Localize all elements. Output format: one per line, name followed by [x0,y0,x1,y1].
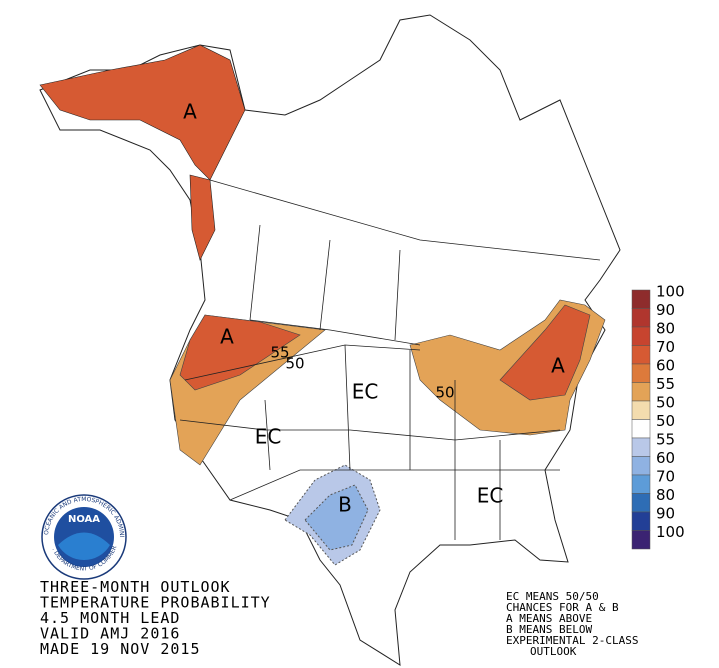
region-label: EC [255,425,282,449]
borders [179,179,601,540]
legend-swatch [631,363,651,383]
note-line: EC MEANS 50/50 [506,590,599,603]
contour-label: 50 [435,384,454,402]
contour-label: 55 [270,344,289,362]
legend-swatch [631,437,651,457]
note-line: OUTLOOK [530,645,577,658]
map-labels: A A A B EC EC EC 55 50 50 [183,100,565,517]
legend-swatch [631,289,651,309]
title-line: 4.5 MONTH LEAD [40,609,180,627]
legend-swatch [631,530,651,550]
legend-swatch [631,400,651,420]
legend-swatch [631,326,651,346]
title-line: VALID AMJ 2016 [40,625,180,643]
map [39,14,621,666]
contour-label: 50 [285,355,304,373]
title-line: THREE-MONTH OUTLOOK [40,578,231,596]
legend-label: 50 [656,412,675,430]
title-line: TEMPERATURE PROBABILITY [40,594,271,612]
coastline [39,14,621,666]
legend-label: 90 [656,505,675,523]
note-line: EXPERIMENTAL 2-CLASS [506,634,638,647]
logo-wave [58,532,110,561]
region-label: A [183,100,197,124]
legend-swatch [631,419,651,439]
legend-label: 55 [656,431,675,449]
legend-label: 80 [656,486,675,504]
legend-label: 80 [656,320,675,338]
region-label: A [220,325,234,349]
region-label: EC [352,380,379,404]
northwest-above-core [179,314,301,391]
legend-swatch [631,382,651,402]
legend-label: 100 [656,283,685,301]
logo-text: NOAA [68,514,100,525]
note-line: B MEANS BELOW [506,623,592,636]
legend-swatch [631,493,651,513]
title-line: MADE 19 NOV 2015 [40,640,201,658]
southwest-below-core [304,484,369,551]
legend-label: 60 [656,357,675,375]
region-label: B [338,493,352,517]
legend-label: 100 [656,523,685,541]
legend-swatch [631,345,651,365]
legend-label: 70 [656,338,675,356]
legend-swatch [631,474,651,494]
note-line: CHANCES FOR A & B [506,601,619,614]
legend-swatch [631,456,651,476]
legend-label: 50 [656,394,675,412]
region-label: EC [477,484,504,508]
northeast-above-core [499,304,591,401]
legend-label: 60 [656,449,675,467]
legend-swatch [631,308,651,328]
legend-label: 70 [656,468,675,486]
legend-label: 90 [656,301,675,319]
region-label: A [551,354,565,378]
legend-swatch [631,511,651,531]
note-line: A MEANS ABOVE [506,612,592,625]
legend-label: 55 [656,375,675,393]
